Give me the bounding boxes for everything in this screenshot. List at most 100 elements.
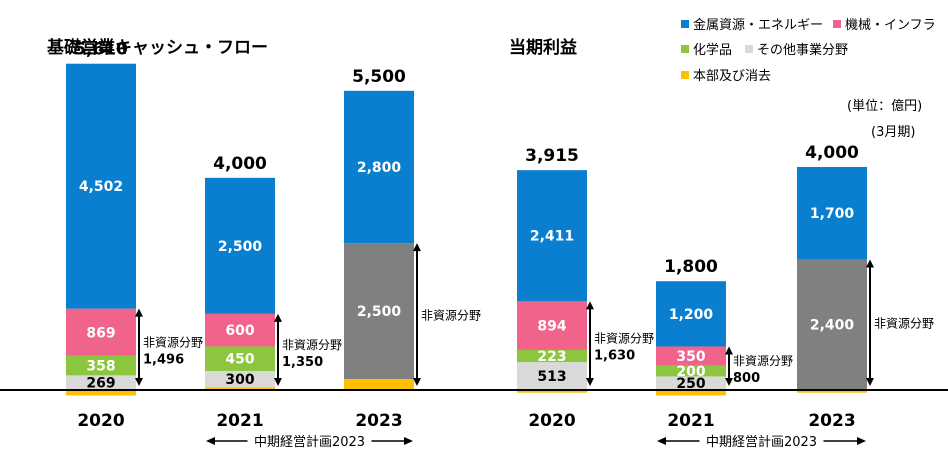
total-label-0-2: 5,500: [352, 67, 406, 87]
segment-label-non_resource-1-2: 2,400: [810, 318, 855, 334]
segment-label-non_resource-0-2: 2,500: [357, 304, 402, 320]
plan-arrow-head-left-1: [657, 437, 666, 445]
segment-label-metals-1-1: 1,200: [669, 307, 714, 323]
bar-chemicals-1-1: [656, 365, 726, 377]
segment-label-metals-0-1: 2,500: [218, 239, 263, 255]
unit-label: (単位：億円): [847, 99, 923, 114]
non-resource-arrow-1-1-head-top: [725, 346, 733, 355]
legend-swatch-chemicals: [681, 45, 689, 53]
segment-label-chemicals-0-1: 450: [225, 352, 254, 368]
legend-label-chemicals: 化学品: [693, 43, 733, 58]
legend-label-hq: 本部及び消去: [693, 69, 772, 84]
segment-label-other-0-0: 269: [86, 376, 115, 392]
non-resource-label-0-2: 非資源分野: [421, 309, 481, 323]
bar-machinery-0-1: [205, 313, 275, 347]
bar-non_resource-1-2: [797, 259, 867, 390]
legend-item-other: その他事業分野: [745, 39, 848, 58]
bar-other-1-0: [517, 362, 587, 390]
non-resource-value-1-1: 800: [733, 371, 760, 386]
legend-item-chemicals: 化学品: [681, 39, 732, 58]
segment-label-metals-0-2: 2,800: [357, 160, 402, 176]
segment-label-machinery-1-1: 350: [676, 349, 705, 365]
bar-hq-1-2: [797, 390, 867, 393]
non-resource-value-0-0: 1,496: [143, 352, 184, 367]
x-tick-label-1-0: 2020: [528, 411, 575, 431]
bar-metals-1-1: [656, 281, 726, 347]
non-resource-label-1-2: 非資源分野: [874, 317, 934, 331]
segment-label-other-0-1: 300: [225, 372, 254, 388]
bar-hq-1-0: [517, 390, 587, 393]
cashflow-chart-title: 基礎営業キャッシュ・フロー: [47, 38, 268, 58]
legend-label-machinery: 機械・インフラ: [845, 18, 936, 33]
non-resource-arrow-0-2-head-top: [413, 243, 421, 252]
bar-hq-0-1: [205, 387, 275, 390]
non-resource-arrow-1-2-head-bottom: [866, 378, 874, 386]
plan-arrow-head-right-0: [404, 437, 413, 445]
non-resource-value-0-1: 1,350: [282, 355, 323, 370]
segment-label-other-1-1: 250: [676, 376, 705, 392]
x-tick-label-0-1: 2021: [216, 411, 263, 431]
bar-other-0-1: [205, 370, 275, 388]
segment-label-chemicals-0-0: 358: [86, 359, 115, 375]
bar-non_resource-0-2: [344, 243, 414, 380]
legend-swatch-other: [745, 45, 753, 53]
bar-chemicals-0-1: [205, 346, 275, 371]
x-tick-label-1-2: 2023: [808, 411, 855, 431]
bar-machinery-1-0: [517, 301, 587, 350]
bar-other-1-1: [656, 376, 726, 390]
fiscal-period-label: (3月期): [871, 125, 916, 140]
bar-metals-0-0: [66, 63, 136, 309]
non-resource-arrow-0-1-head-top: [274, 313, 282, 322]
non-resource-arrow-0-0-head-bottom: [135, 378, 143, 386]
plan-arrow-head-left-0: [206, 437, 215, 445]
segment-label-metals-1-2: 1,700: [810, 206, 855, 222]
segment-label-chemicals-1-0: 223: [537, 349, 566, 365]
legend-label-other: その他事業分野: [757, 43, 849, 58]
plan-label-bg-0: [247, 431, 372, 451]
bar-chemicals-1-0: [517, 349, 587, 363]
segment-label-other-1-0: 513: [537, 369, 566, 385]
bar-metals-1-0: [517, 170, 587, 302]
total-label-1-2: 4,000: [805, 143, 859, 163]
non-resource-arrow-1-0-head-top: [586, 301, 594, 310]
bar-hq-0-0: [66, 390, 136, 396]
non-resource-label-0-1: 非資源分野: [282, 338, 342, 352]
non-resource-arrow-1-0-head-bottom: [586, 378, 594, 386]
bar-machinery-0-0: [66, 308, 136, 356]
bar-metals-1-2: [797, 166, 867, 260]
plan-arrow-head-right-1: [857, 437, 866, 445]
bar-metals-0-1: [205, 177, 275, 314]
segment-label-chemicals-1-1: 200: [676, 364, 705, 380]
x-tick-label-0-2: 2023: [355, 411, 402, 431]
legend-item-metals: 金属資源・エネルギー: [681, 14, 823, 33]
bar-metals-0-2: [344, 90, 414, 244]
legend-swatch-hq: [681, 71, 689, 79]
bar-chemicals-0-0: [66, 355, 136, 376]
legend-swatch-metals: [681, 20, 689, 28]
total-label-0-0: 5,610: [74, 40, 128, 60]
x-tick-label-1-1: 2021: [667, 411, 714, 431]
profit-chart-title: 当期利益: [509, 38, 577, 58]
non-resource-value-1-0: 1,630: [594, 349, 635, 364]
non-resource-arrow-0-0-head-top: [135, 308, 143, 317]
segment-label-metals-1-0: 2,411: [530, 229, 574, 245]
x-tick-label-0-0: 2020: [77, 411, 124, 431]
total-label-0-1: 4,000: [213, 154, 267, 174]
non-resource-arrow-1-2-head-top: [866, 259, 874, 268]
plan-label-0: 中期経営計画2023: [254, 434, 365, 450]
non-resource-label-1-1: 非資源分野: [733, 354, 793, 368]
bar-other-0-0: [66, 375, 136, 390]
bar-hq-1-1: [656, 390, 726, 396]
bar-machinery-1-1: [656, 346, 726, 366]
legend-label-metals: 金属資源・エネルギー: [693, 18, 824, 33]
segment-label-metals-0-0: 4,502: [79, 179, 123, 195]
total-label-1-0: 3,915: [525, 146, 579, 166]
segment-label-machinery-1-0: 894: [537, 319, 566, 335]
non-resource-arrow-1-1-head-bottom: [725, 378, 733, 386]
non-resource-label-0-0: 非資源分野: [143, 335, 203, 349]
bar-hq-0-2: [344, 379, 414, 390]
non-resource-label-1-0: 非資源分野: [594, 332, 654, 346]
legend-swatch-machinery: [833, 20, 841, 28]
non-resource-arrow-0-1-head-bottom: [274, 378, 282, 386]
